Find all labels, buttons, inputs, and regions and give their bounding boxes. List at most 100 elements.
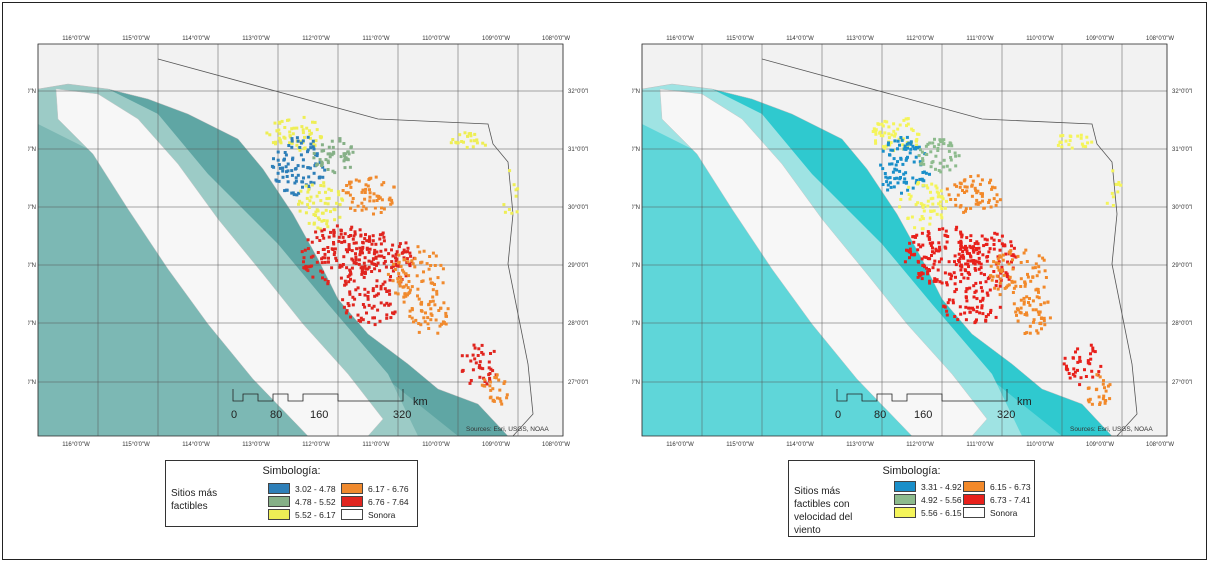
site-cell bbox=[903, 177, 907, 181]
site-cell bbox=[480, 343, 484, 347]
site-cell bbox=[968, 310, 972, 314]
site-cell bbox=[294, 176, 298, 180]
site-cell bbox=[937, 227, 941, 231]
legend-swatch bbox=[963, 481, 985, 492]
site-cell bbox=[910, 253, 913, 257]
site-cell bbox=[962, 246, 966, 250]
site-cell bbox=[332, 230, 336, 234]
site-cell bbox=[288, 130, 292, 134]
site-cell bbox=[282, 135, 286, 139]
site-cell bbox=[893, 167, 897, 171]
site-cell bbox=[933, 137, 936, 141]
graticule-grid bbox=[641, 43, 1168, 437]
site-cell bbox=[921, 272, 925, 276]
site-cell bbox=[1108, 397, 1112, 401]
site-cell bbox=[476, 354, 480, 357]
site-cell bbox=[994, 284, 998, 288]
site-cell bbox=[320, 261, 324, 265]
site-cell bbox=[1098, 403, 1102, 406]
site-cell bbox=[402, 270, 406, 274]
site-cell bbox=[441, 267, 445, 271]
site-cell bbox=[328, 155, 332, 159]
site-cell bbox=[301, 139, 305, 143]
site-cell bbox=[382, 261, 386, 265]
site-cell bbox=[905, 135, 909, 139]
site-cell bbox=[928, 279, 932, 283]
site-cell bbox=[981, 312, 985, 316]
site-cell bbox=[349, 277, 352, 281]
site-cell bbox=[998, 293, 1002, 297]
site-cell bbox=[934, 154, 938, 158]
site-cell bbox=[352, 261, 356, 265]
longitude-label: 110°0'0"W bbox=[422, 36, 450, 42]
site-cell bbox=[896, 147, 899, 151]
site-cell bbox=[992, 243, 996, 246]
site-cell bbox=[359, 316, 363, 320]
site-cell bbox=[1026, 272, 1029, 276]
site-cell bbox=[998, 198, 1002, 202]
site-cell bbox=[966, 276, 970, 280]
site-cell bbox=[319, 269, 323, 273]
site-cell bbox=[1095, 373, 1099, 377]
site-cell bbox=[383, 280, 387, 284]
site-cell bbox=[446, 307, 450, 311]
site-cell bbox=[929, 165, 933, 169]
site-cell bbox=[390, 248, 393, 252]
site-cell bbox=[378, 233, 382, 237]
site-cell bbox=[343, 279, 347, 283]
site-cell bbox=[933, 277, 937, 281]
site-cell bbox=[303, 146, 307, 150]
site-cell bbox=[311, 254, 315, 258]
site-cell bbox=[407, 274, 411, 278]
site-cell bbox=[337, 235, 341, 239]
site-cell bbox=[881, 183, 885, 186]
site-cell bbox=[327, 250, 330, 254]
site-cell bbox=[989, 178, 993, 182]
site-cell bbox=[364, 187, 368, 191]
site-cell bbox=[945, 309, 949, 313]
site-cell bbox=[969, 175, 973, 178]
site-cell bbox=[915, 233, 919, 237]
site-cell bbox=[924, 171, 928, 175]
site-cell bbox=[460, 354, 464, 358]
site-cell bbox=[416, 294, 419, 298]
site-cell bbox=[998, 248, 1002, 252]
site-cell bbox=[378, 196, 382, 200]
site-cell bbox=[912, 160, 916, 164]
site-cell bbox=[314, 210, 318, 214]
site-cell bbox=[959, 230, 963, 234]
site-cell bbox=[487, 360, 491, 364]
site-cell bbox=[974, 281, 978, 285]
site-cell bbox=[295, 193, 299, 197]
site-cell bbox=[881, 124, 885, 128]
site-cell bbox=[451, 138, 455, 141]
site-cell bbox=[307, 188, 311, 191]
site-cell bbox=[354, 252, 357, 256]
longitude-label: 115°0'0"W bbox=[122, 442, 150, 448]
site-cell bbox=[1025, 295, 1029, 299]
site-cell bbox=[975, 240, 979, 244]
site-cell bbox=[310, 183, 314, 187]
site-cell bbox=[378, 269, 382, 273]
site-cell bbox=[344, 311, 348, 315]
site-cell bbox=[353, 232, 357, 236]
site-cell bbox=[333, 247, 337, 251]
site-cell bbox=[388, 292, 392, 296]
site-cell bbox=[1074, 350, 1077, 354]
site-cell bbox=[959, 312, 963, 316]
site-cell bbox=[405, 257, 409, 261]
site-cell bbox=[1019, 285, 1023, 288]
site-cell bbox=[347, 245, 351, 248]
site-cell bbox=[428, 277, 432, 281]
site-cell bbox=[316, 216, 320, 220]
site-cell bbox=[945, 199, 948, 203]
site-cell bbox=[306, 203, 310, 207]
site-cell bbox=[908, 197, 912, 201]
site-cell bbox=[1011, 280, 1014, 284]
site-cell bbox=[390, 266, 394, 270]
site-cell bbox=[312, 151, 316, 155]
site-cell bbox=[281, 166, 285, 170]
site-cell bbox=[966, 259, 970, 263]
site-cell bbox=[946, 301, 950, 305]
site-cell bbox=[305, 126, 309, 130]
